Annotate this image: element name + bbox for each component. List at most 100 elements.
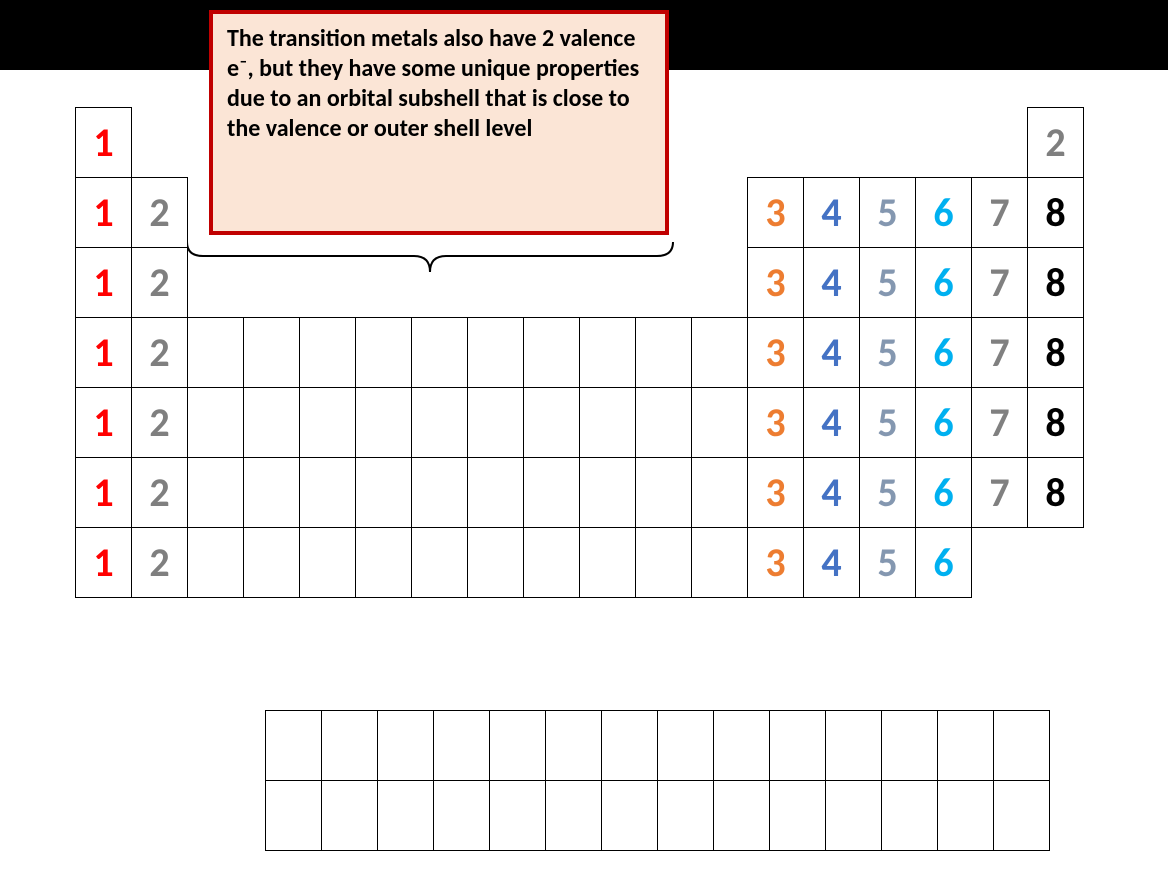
cell: 8 xyxy=(1027,457,1084,528)
cell: 8 xyxy=(1027,247,1084,318)
cell: 3 xyxy=(747,177,804,248)
cell xyxy=(243,317,300,388)
cell xyxy=(243,457,300,528)
fblock-cell xyxy=(825,780,882,851)
cell xyxy=(355,457,412,528)
fblock-cell xyxy=(825,710,882,781)
cell: 5 xyxy=(859,317,916,388)
cell: 4 xyxy=(803,317,860,388)
cell: 2 xyxy=(131,317,188,388)
brace-icon xyxy=(185,240,675,280)
cell xyxy=(355,527,412,598)
cell: 8 xyxy=(1027,387,1084,458)
cell xyxy=(411,387,468,458)
cell: 7 xyxy=(971,387,1028,458)
cell xyxy=(243,527,300,598)
fblock-cell xyxy=(713,710,770,781)
fblock-cell xyxy=(545,780,602,851)
cell: 6 xyxy=(915,457,972,528)
cell: 3 xyxy=(747,527,804,598)
cell xyxy=(523,457,580,528)
cell xyxy=(523,317,580,388)
cell: 2 xyxy=(131,247,188,318)
cell: 6 xyxy=(915,247,972,318)
cell: 2 xyxy=(1027,107,1084,178)
cell xyxy=(299,387,356,458)
cell xyxy=(691,527,748,598)
cell xyxy=(411,317,468,388)
cell: 4 xyxy=(803,457,860,528)
cell: 6 xyxy=(915,177,972,248)
cell xyxy=(635,457,692,528)
cell xyxy=(635,387,692,458)
cell xyxy=(691,387,748,458)
callout-box: The transition metals also have 2 valenc… xyxy=(209,10,669,235)
cell: 3 xyxy=(747,247,804,318)
cell: 5 xyxy=(859,457,916,528)
cell: 8 xyxy=(1027,177,1084,248)
fblock-cell xyxy=(601,780,658,851)
cell xyxy=(579,457,636,528)
fblock-cell xyxy=(377,710,434,781)
cell: 1 xyxy=(75,527,132,598)
fblock-cell xyxy=(601,710,658,781)
cell: 4 xyxy=(803,247,860,318)
cell xyxy=(187,387,244,458)
cell: 3 xyxy=(747,387,804,458)
cell: 4 xyxy=(803,177,860,248)
cell: 2 xyxy=(131,387,188,458)
fblock-cell xyxy=(265,780,322,851)
cell: 6 xyxy=(915,387,972,458)
fblock-cell xyxy=(881,780,938,851)
cell xyxy=(691,457,748,528)
cell xyxy=(579,387,636,458)
cell xyxy=(355,317,412,388)
cell xyxy=(523,387,580,458)
cell: 1 xyxy=(75,247,132,318)
fblock-cell xyxy=(321,780,378,851)
fblock-cell xyxy=(937,780,994,851)
fblock-cell xyxy=(657,780,714,851)
cell xyxy=(243,387,300,458)
cell: 7 xyxy=(971,317,1028,388)
cell: 5 xyxy=(859,387,916,458)
fblock-cell xyxy=(321,710,378,781)
fblock-cell xyxy=(489,780,546,851)
cell xyxy=(523,527,580,598)
cell: 7 xyxy=(971,177,1028,248)
cell: 3 xyxy=(747,457,804,528)
cell: 6 xyxy=(915,317,972,388)
fblock-cell xyxy=(489,710,546,781)
cell: 5 xyxy=(859,247,916,318)
cell xyxy=(355,387,412,458)
fblock-cell xyxy=(545,710,602,781)
fblock-cell xyxy=(377,780,434,851)
fblock-cell xyxy=(713,780,770,851)
cell xyxy=(187,317,244,388)
fblock-cell xyxy=(881,710,938,781)
cell: 8 xyxy=(1027,317,1084,388)
cell: 5 xyxy=(859,527,916,598)
cell: 3 xyxy=(747,317,804,388)
fblock-cell xyxy=(993,710,1050,781)
cell: 7 xyxy=(971,457,1028,528)
brace-path xyxy=(187,242,673,272)
cell xyxy=(467,527,524,598)
cell: 2 xyxy=(131,527,188,598)
fblock-cell xyxy=(937,710,994,781)
cell: 1 xyxy=(75,457,132,528)
fblock-cell xyxy=(265,710,322,781)
cell: 7 xyxy=(971,247,1028,318)
cell xyxy=(299,317,356,388)
cell: 2 xyxy=(131,177,188,248)
cell xyxy=(691,317,748,388)
cell: 1 xyxy=(75,107,132,178)
cell xyxy=(411,457,468,528)
cell xyxy=(187,527,244,598)
fblock-cell xyxy=(993,780,1050,851)
fblock-cell xyxy=(769,780,826,851)
callout-text: The transition metals also have 2 valenc… xyxy=(227,24,639,143)
cell: 5 xyxy=(859,177,916,248)
cell: 1 xyxy=(75,387,132,458)
cell xyxy=(635,527,692,598)
